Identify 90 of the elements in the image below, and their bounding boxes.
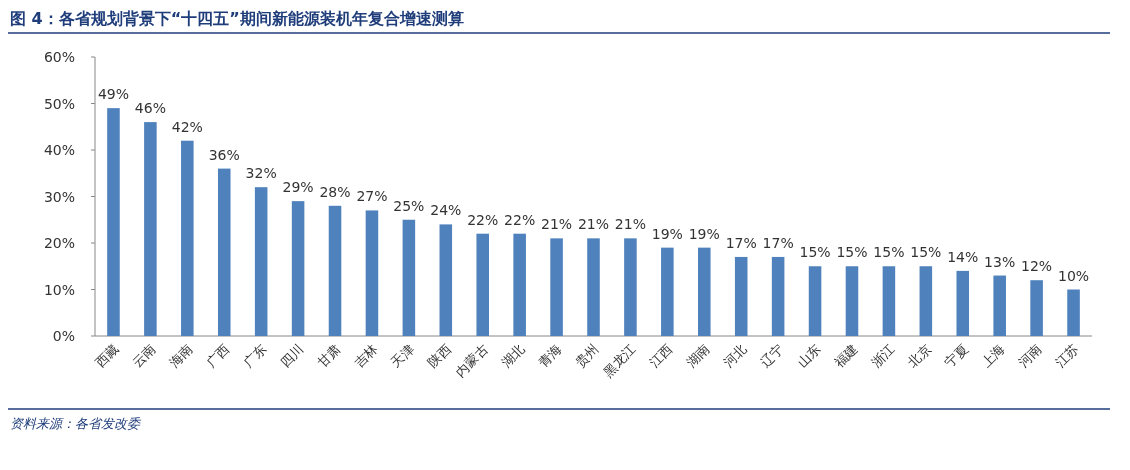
data-label: 19% [651,225,683,242]
bar [107,108,120,336]
x-tick-label: 福建 [831,341,861,371]
bar [882,266,896,336]
data-label: 15% [873,244,905,261]
bar [1067,289,1080,336]
data-label: 27% [356,188,388,205]
bar [919,266,933,336]
bar [698,247,711,336]
bar [328,205,342,336]
data-label: 14% [947,248,979,265]
x-tick-label: 浙江 [868,341,898,371]
bar [402,219,416,336]
data-label: 46% [134,100,166,117]
x-tick-label: 宁夏 [941,341,971,371]
bar [254,187,268,336]
y-tick-label: 30% [43,188,75,205]
data-label: 28% [319,183,351,200]
x-tick-label: 河南 [1015,341,1045,371]
x-tick-label: 西藏 [92,341,122,371]
data-label: 15% [799,244,831,261]
y-tick-label: 10% [43,281,75,298]
data-label: 36% [208,146,240,163]
x-tick-label: 江西 [646,341,676,371]
bar [808,266,822,336]
bar [439,224,453,336]
bar [993,275,1006,336]
x-tick-label: 内蒙古 [452,341,491,380]
x-tick-label: 上海 [978,341,1008,371]
x-tick-label: 河北 [720,341,750,371]
y-tick-label: 20% [43,235,75,251]
bar [144,122,157,336]
data-label: 21% [577,216,610,233]
x-tick-label: 海南 [166,341,196,371]
bar [771,256,785,336]
x-tick-label: 贵州 [572,341,602,371]
bar [624,238,637,336]
data-label: 12% [1021,258,1053,275]
y-tick-label: 0% [52,328,75,344]
x-tick-label: 广东 [240,341,270,371]
data-label: 13% [984,253,1016,270]
x-tick-label: 吉林 [351,341,381,371]
bar [365,210,379,336]
data-label: 15% [910,244,942,261]
bar [661,247,674,336]
x-tick-label: 湖北 [498,341,528,371]
bar [734,256,748,336]
bar [513,233,526,336]
x-tick-label: 黑龙江 [600,341,639,380]
data-label: 49% [97,86,130,103]
chart-title: 图 4：各省规划背景下“十四五”期间新能源装机年复合增速测算 [10,9,464,28]
data-label: 25% [393,197,425,214]
x-tick-label: 青海 [535,341,565,371]
y-tick-label: 40% [43,142,75,158]
x-tick-label: 湖南 [683,341,713,371]
data-label: 24% [430,202,462,219]
x-tick-label: 陕西 [424,341,454,371]
x-tick-label: 北京 [904,341,934,371]
data-label: 17% [725,234,757,251]
bar [291,201,305,336]
data-label: 19% [688,225,720,242]
x-tick-label: 天津 [388,341,417,371]
x-tick-label: 云南 [129,341,159,371]
data-label: 15% [836,244,868,261]
data-label: 22% [504,211,536,228]
data-label: 21% [614,216,646,233]
bar [845,266,859,336]
data-label: 42% [171,118,203,135]
data-label: 21% [541,216,573,233]
bar [1030,280,1043,336]
y-tick-label: 60% [43,49,75,65]
x-tick-label: 山东 [794,341,824,371]
data-label: 22% [467,211,499,228]
text: 资料来源：各省发改委 [10,416,142,431]
y-tick-label: 50% [43,95,75,112]
x-tick-label: 四川 [277,341,307,371]
data-label: 17% [762,234,794,251]
bar [476,233,489,336]
bar [550,238,563,336]
x-tick-label: 甘肃 [314,341,344,371]
x-tick-label: 广西 [203,341,233,371]
bar [217,168,231,336]
data-label: 29% [282,179,314,196]
data-label: 32% [245,165,277,182]
bar [181,140,194,336]
bar [956,270,970,336]
data-label: 10% [1057,267,1090,284]
bar [587,238,600,336]
x-tick-label: 江苏 [1052,341,1082,371]
x-tick-label: 辽宁 [757,341,787,371]
